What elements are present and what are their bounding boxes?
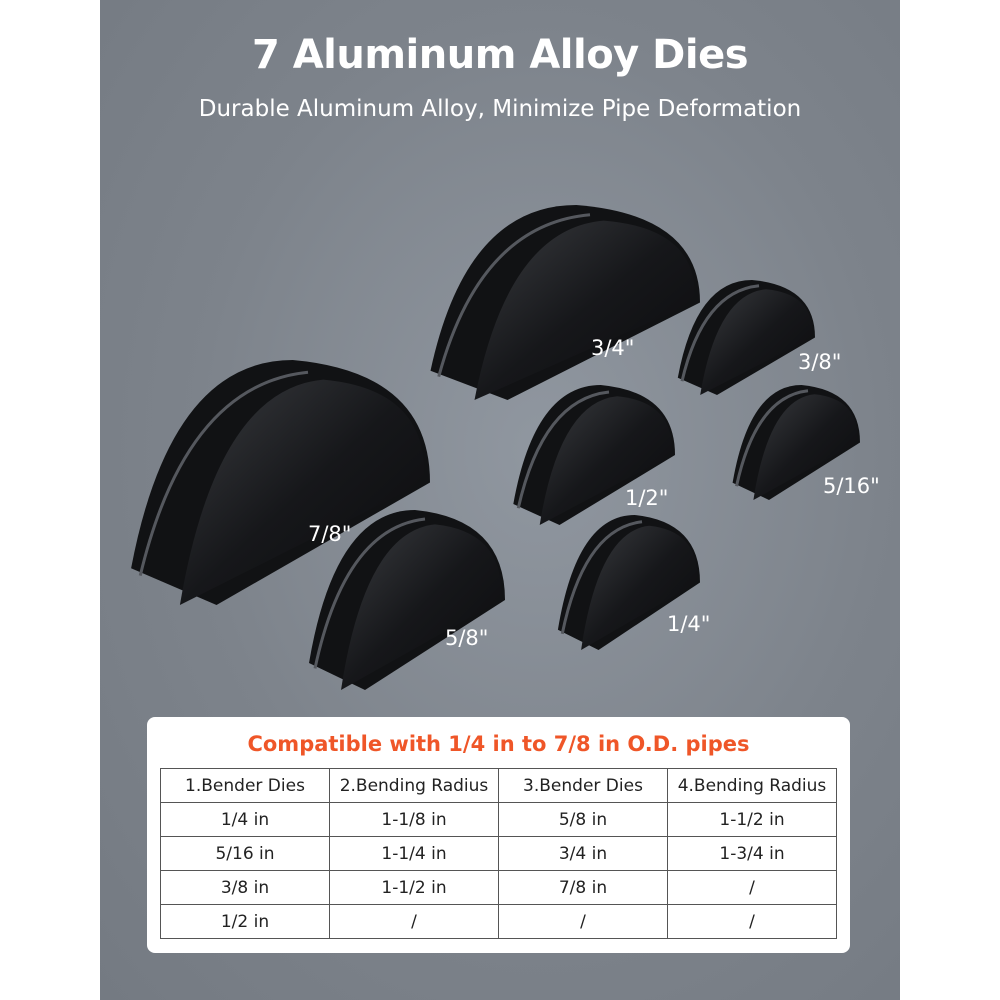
table-cell: 1-1/8 in: [329, 802, 499, 837]
die-3-4: [430, 205, 700, 400]
table-cell: 5/16 in: [160, 836, 330, 871]
table-cell: 1-1/2 in: [329, 870, 499, 905]
die-label-3-8: 3/8": [798, 350, 842, 374]
table-header: 4.Bending Radius: [667, 768, 837, 803]
compatibility-heading: Compatible with 1/4 in to 7/8 in O.D. pi…: [247, 732, 750, 756]
table-cell: /: [667, 904, 837, 939]
die-radius-table: 1.Bender Dies 2.Bending Radius 3.Bender …: [160, 768, 837, 939]
die-7-8: [131, 360, 430, 605]
table-cell: /: [498, 904, 668, 939]
table-cell: 5/8 in: [498, 802, 668, 837]
table-row: 1/2 in / / /: [160, 904, 837, 939]
table-cell: 3/8 in: [160, 870, 330, 905]
table-cell: 1-1/4 in: [329, 836, 499, 871]
table-cell: 1/2 in: [160, 904, 330, 939]
die-3-8: [677, 280, 815, 395]
die-5-8: [309, 510, 505, 690]
die-label-7-8: 7/8": [308, 522, 352, 546]
table-header: 3.Bender Dies: [498, 768, 668, 803]
table-header: 1.Bender Dies: [160, 768, 330, 803]
die-label-5-16: 5/16": [823, 474, 880, 498]
table-row: 1/4 in 1-1/8 in 5/8 in 1-1/2 in: [160, 802, 837, 837]
table-cell: 1-3/4 in: [667, 836, 837, 871]
table-cell: /: [667, 870, 837, 905]
table-row: 3/8 in 1-1/2 in 7/8 in /: [160, 870, 837, 905]
die-label-3-4: 3/4": [591, 336, 635, 360]
die-label-1-4: 1/4": [667, 612, 711, 636]
die-label-5-8: 5/8": [445, 626, 489, 650]
table-cell: 1/4 in: [160, 802, 330, 837]
compatibility-card: Compatible with 1/4 in to 7/8 in O.D. pi…: [147, 717, 850, 953]
table-cell: /: [329, 904, 499, 939]
die-5-16: [732, 385, 860, 500]
table-cell: 7/8 in: [498, 870, 668, 905]
page-title: 7 Aluminum Alloy Dies: [251, 32, 749, 78]
page-subtitle: Durable Aluminum Alloy, Minimize Pipe De…: [198, 96, 802, 122]
table-cell: 3/4 in: [498, 836, 668, 871]
die-1-4: [557, 515, 700, 650]
table-header-row: 1.Bender Dies 2.Bending Radius 3.Bender …: [160, 768, 837, 803]
die-1-2: [513, 385, 675, 525]
die-label-1-2: 1/2": [625, 486, 669, 510]
table-header: 2.Bending Radius: [329, 768, 499, 803]
table-row: 5/16 in 1-1/4 in 3/4 in 1-3/4 in: [160, 836, 837, 871]
table-cell: 1-1/2 in: [667, 802, 837, 837]
